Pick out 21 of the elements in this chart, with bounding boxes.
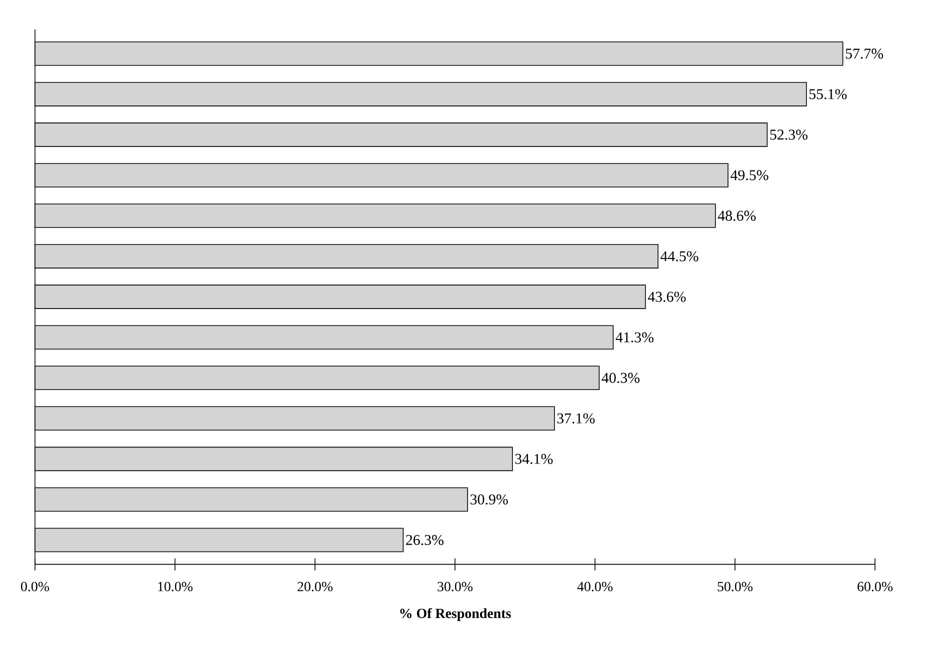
x-tick-label: 60.0% [858, 582, 893, 592]
data-label: 57.7% [846, 48, 884, 59]
x-tick-label: 40.0% [577, 582, 613, 592]
data-label: 48.6% [718, 210, 756, 221]
data-label: 52.3% [770, 130, 808, 140]
data-label: 49.5% [730, 170, 768, 180]
data-label: 44.5% [660, 251, 698, 262]
x-tick-label: 10.0% [158, 582, 193, 592]
x-axis-title: % Of Respondents [400, 608, 511, 621]
data-label: 30.9% [470, 494, 508, 505]
x-tick-label: 20.0% [298, 582, 333, 592]
data-label: 55.1% [809, 89, 847, 100]
data-label: 43.6% [648, 292, 686, 302]
data-label: 26.3% [406, 534, 444, 546]
data-label: 41.3% [616, 332, 654, 342]
x-tick-label: 30.0% [438, 582, 473, 592]
x-tick-label: 50.0% [718, 582, 753, 592]
data-label: 34.1% [515, 454, 553, 464]
data-label: 40.3% [602, 372, 640, 383]
x-tick-label: 0.0% [21, 582, 50, 592]
data-label: 37.1% [557, 413, 595, 424]
